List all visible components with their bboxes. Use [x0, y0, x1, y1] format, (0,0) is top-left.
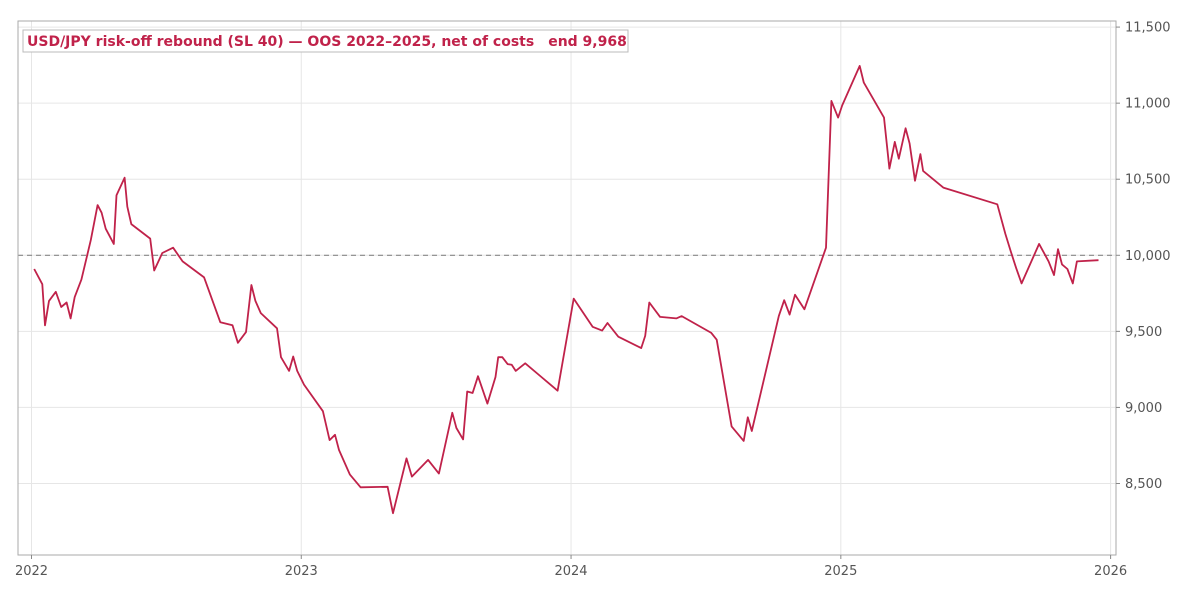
x-axis: 2022 2023 2024 2025 2026: [15, 555, 1127, 579]
x-tick-label: 2026: [1094, 564, 1127, 579]
equity-series-line: [33, 65, 1099, 515]
x-tick-label: 2024: [554, 564, 587, 579]
grid: [18, 21, 1116, 555]
title-box-frame: [22, 29, 629, 53]
y-tick-label: 9,500: [1125, 325, 1162, 340]
x-tick-label: 2022: [15, 564, 48, 579]
x-tick-label: 2023: [285, 564, 318, 579]
y-axis: 8,500 9,000 9,500 10,000 10,500 11,000 11,500: [1116, 21, 1171, 492]
y-tick-label: 8,500: [1125, 477, 1162, 492]
y-tick-label: 11,500: [1125, 21, 1171, 36]
y-tick-label: 11,000: [1125, 97, 1171, 112]
y-tick-label: 9,000: [1125, 401, 1162, 416]
end-value-label: end 9,968: [548, 34, 627, 50]
chart-title: USD/JPY risk-off rebound (SL 40) — OOS 2…: [27, 34, 627, 50]
series-group: [33, 65, 1099, 515]
plot-frame: [17, 20, 1117, 556]
y-tick-label: 10,000: [1125, 249, 1171, 264]
x-tick-label: 2025: [824, 564, 857, 579]
title-box: USD/JPY risk-off rebound (SL 40) — OOS 2…: [22, 29, 629, 53]
chart-title-text: USD/JPY risk-off rebound (SL 40) — OOS 2…: [27, 34, 534, 50]
y-tick-label: 10,500: [1125, 173, 1171, 188]
